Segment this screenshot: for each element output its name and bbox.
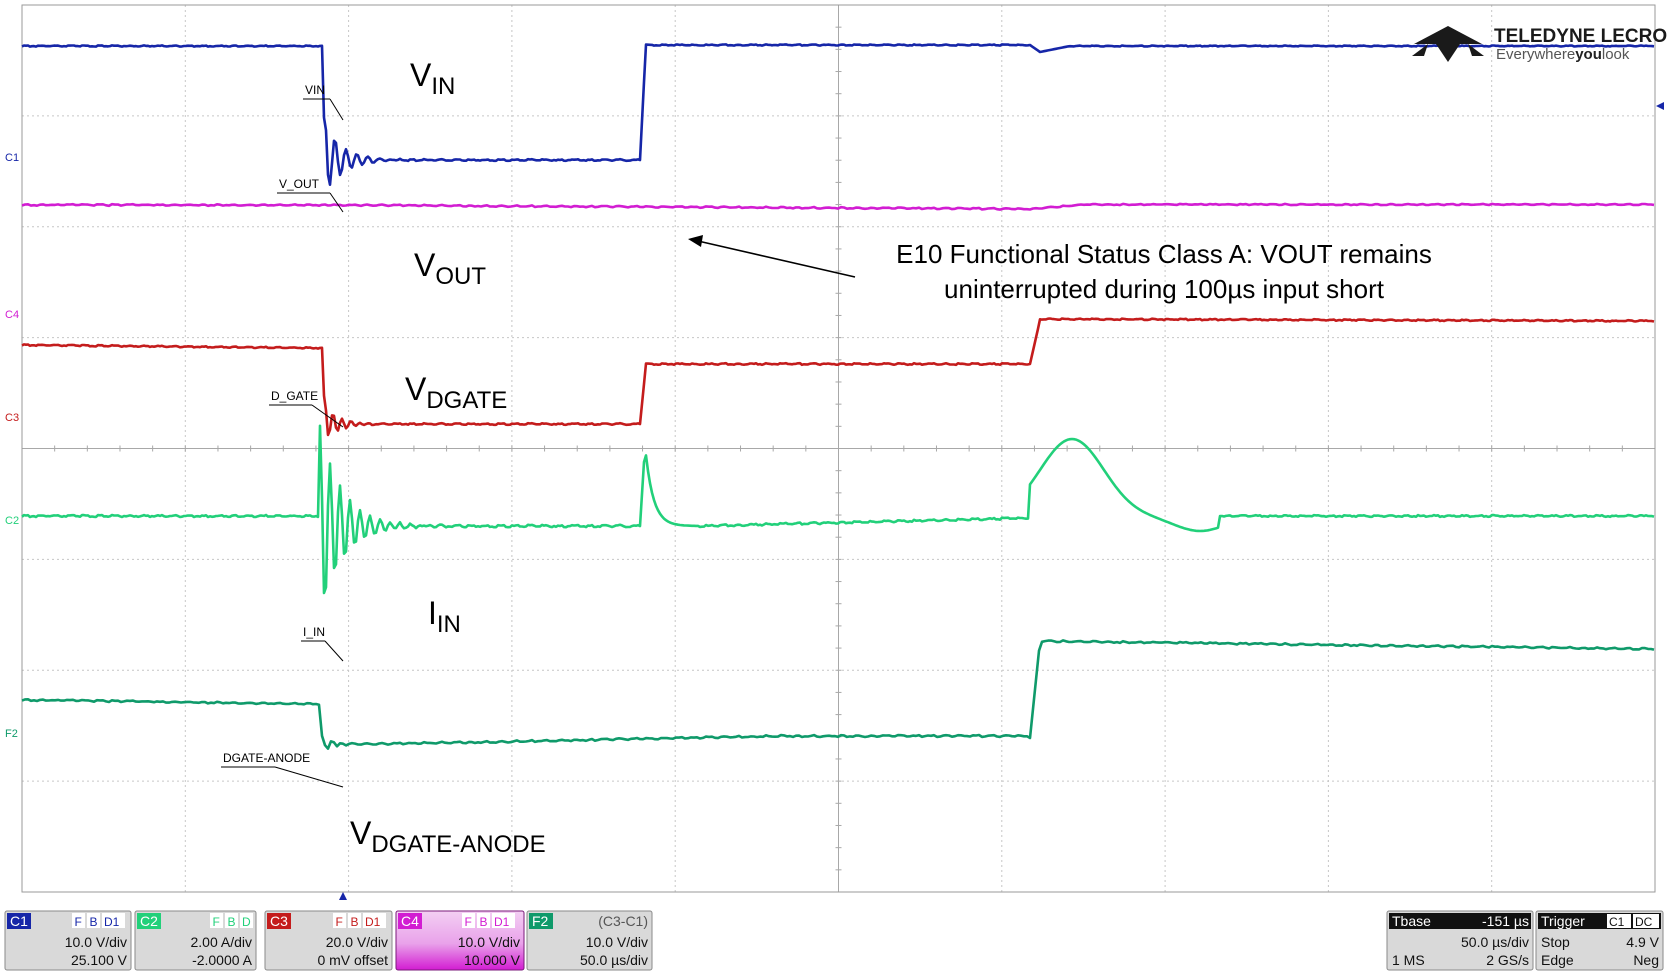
trigger-type: Edge <box>1541 952 1574 968</box>
svg-text:B: B <box>480 915 488 929</box>
tbase-scale: 50.0 µs/div <box>1461 934 1529 950</box>
descriptor-f2[interactable]: F2 (C3-C1) 10.0 V/div 50.0 µs/div <box>526 910 653 971</box>
svg-text:D: D <box>242 915 251 929</box>
vin-trace <box>21 43 1655 186</box>
iin-trace <box>21 424 1655 595</box>
svg-text:B: B <box>351 915 359 929</box>
label-vout: VOUT <box>414 247 486 290</box>
vdgate-trace <box>21 317 1655 437</box>
annotation-line-1: E10 Functional Status Class A: VOUT rema… <box>896 239 1432 269</box>
signal-labels: VIN VOUT VDGATE IIN VDGATE-ANODE <box>350 57 546 858</box>
teledyne-logo-icon <box>1412 26 1484 62</box>
marker-c2: C2 <box>5 515 19 527</box>
brand-logo: TELEDYNE LECROY Everywhereyoulook <box>1412 26 1667 63</box>
c3-flags: F B D1 <box>333 913 386 929</box>
marker-f2: F2 <box>5 728 18 740</box>
c1-id: C1 <box>10 913 28 929</box>
svg-text:B: B <box>90 915 98 929</box>
marker-c4: C4 <box>5 309 19 321</box>
c3-offset: 0 mV offset <box>317 952 388 968</box>
svg-text:F: F <box>336 915 343 929</box>
c1-flags: F B D1 <box>72 913 125 929</box>
marker-c3: C3 <box>5 412 19 424</box>
annotation: E10 Functional Status Class A: VOUT rema… <box>688 235 1432 304</box>
trigger-position-marker <box>339 892 347 900</box>
descriptor-c4[interactable]: C4 F B D1 10.0 V/div 10.000 V <box>395 910 525 971</box>
trace-tags: VIN V_OUT D_GATE I_IN DGATE-ANODE <box>221 83 344 788</box>
trigger-mode: Stop <box>1541 934 1570 950</box>
svg-text:F: F <box>213 915 220 929</box>
svg-text:D1: D1 <box>494 915 510 929</box>
label-vdgate: VDGATE <box>405 371 507 414</box>
trigger-level-marker <box>1656 102 1664 110</box>
svg-text:F: F <box>465 915 472 929</box>
c4-scale: 10.0 V/div <box>458 934 520 950</box>
channel-markers: C1 C4 C3 C2 F2 <box>5 152 19 740</box>
tag-iin: I_IN <box>303 625 325 639</box>
trigger-descriptor[interactable]: Trigger C1 DC Stop 4.9 V Edge Neg <box>1535 910 1664 971</box>
c3-id: C3 <box>270 913 288 929</box>
c3-scale: 20.0 V/div <box>326 934 388 950</box>
tag-vout: V_OUT <box>279 177 320 191</box>
tbase-memory: 1 MS <box>1392 952 1425 968</box>
annotation-arrow <box>697 240 856 278</box>
trigger-slope: Neg <box>1633 952 1659 968</box>
marker-c1: C1 <box>5 152 19 164</box>
trigger-source: C1 <box>1609 915 1625 929</box>
annotation-line-2: uninterrupted during 100µs input short <box>944 274 1385 304</box>
c1-scale: 10.0 V/div <box>65 934 127 950</box>
tbase-label: Tbase <box>1392 913 1431 929</box>
grid-border <box>21 4 1656 893</box>
tag-vin: VIN <box>305 83 325 97</box>
svg-text:D1: D1 <box>365 915 381 929</box>
c4-offset: 10.000 V <box>464 952 521 968</box>
trigger-coupling: DC <box>1635 915 1653 929</box>
channel-descriptors: C1 F B D1 10.0 V/div 25.100 V C2 F B D 2… <box>4 910 653 971</box>
vout-trace <box>21 202 1655 211</box>
tbase-delay: -151 µs <box>1482 913 1529 929</box>
tag-dgate: D_GATE <box>271 389 318 403</box>
f2-id: F2 <box>532 913 549 929</box>
c1-offset: 25.100 V <box>71 952 128 968</box>
graticule <box>21 4 1656 893</box>
f2-function: (C3-C1) <box>598 913 648 929</box>
brand-name: TELEDYNE LECROY <box>1494 26 1667 47</box>
trigger-label: Trigger <box>1541 913 1585 929</box>
c2-scale: 2.00 A/div <box>191 934 253 950</box>
trigger-level: 4.9 V <box>1626 934 1659 950</box>
timebase-descriptor[interactable]: Tbase -151 µs 50.0 µs/div 1 MS 2 GS/s <box>1386 910 1534 971</box>
waveforms <box>21 43 1655 750</box>
arrow-head-icon <box>688 235 703 247</box>
descriptor-c3[interactable]: C3 F B D1 20.0 V/div 0 mV offset <box>264 910 393 971</box>
svg-text:B: B <box>228 915 236 929</box>
c2-offset: -2.0000 A <box>192 952 253 968</box>
label-vin: VIN <box>410 57 455 100</box>
label-iin: IIN <box>428 595 461 638</box>
svg-text:D1: D1 <box>104 915 120 929</box>
c4-id: C4 <box>401 913 419 929</box>
f2-timebase: 50.0 µs/div <box>580 952 648 968</box>
brand-tagline: Everywhereyoulook <box>1496 46 1630 63</box>
f2-scale: 10.0 V/div <box>586 934 648 950</box>
descriptor-c2[interactable]: C2 F B D 2.00 A/div -2.0000 A <box>134 910 257 971</box>
svg-text:F: F <box>75 915 82 929</box>
descriptor-c1[interactable]: C1 F B D1 10.0 V/div 25.100 V <box>4 910 132 971</box>
c2-flags: F B D <box>210 913 253 929</box>
c2-id: C2 <box>140 913 158 929</box>
label-vdgate-anode: VDGATE-ANODE <box>350 815 546 858</box>
tag-anode: DGATE-ANODE <box>223 751 310 765</box>
vdgate-anode-trace <box>21 639 1655 750</box>
c4-flags: F B D1 <box>462 913 515 929</box>
tbase-rate: 2 GS/s <box>1486 952 1529 968</box>
